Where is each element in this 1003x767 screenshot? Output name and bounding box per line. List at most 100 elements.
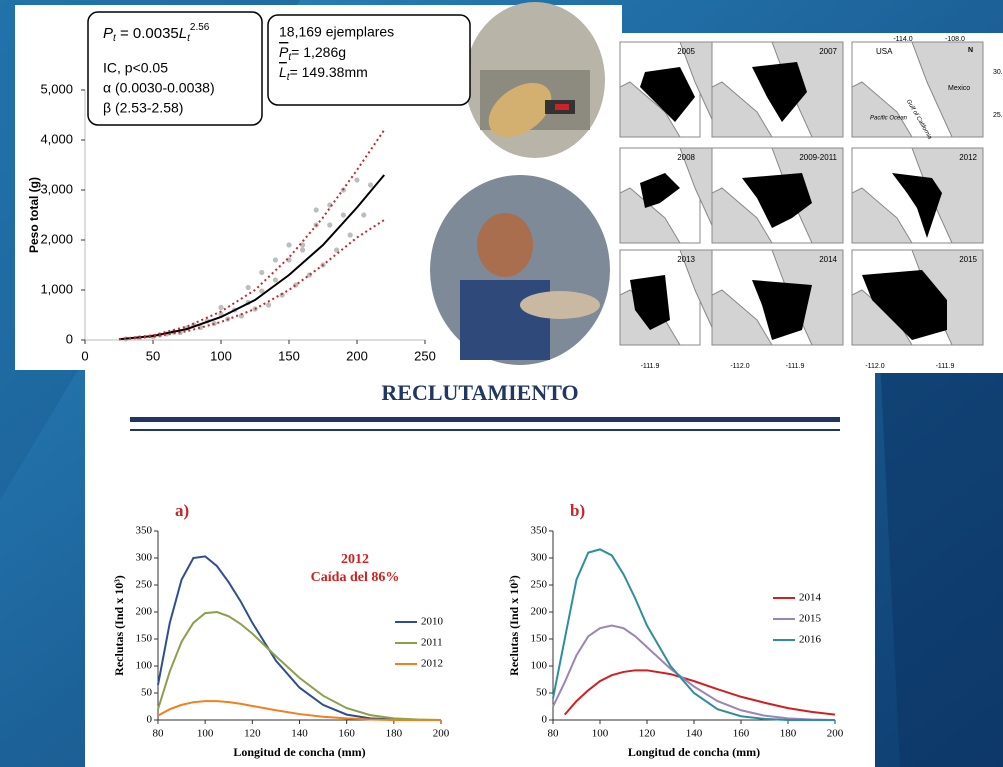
y-tick-label: 150 [136, 633, 153, 645]
y-tick-label: 0 [147, 714, 153, 726]
map-year: 2012 [959, 153, 977, 162]
x-tick-label: 160 [338, 728, 355, 740]
map-year: 2009-2011 [799, 153, 837, 162]
annotation: Caída del 86% [311, 570, 400, 585]
y-tick-label: 250 [531, 579, 548, 591]
map-label: -112.0 [730, 363, 749, 370]
formula-note: α (0.0030-0.0038) [103, 80, 215, 96]
y-tick-label: 350 [531, 525, 548, 537]
annotation: 2012 [341, 552, 369, 567]
x-tick-label: 100 [592, 728, 609, 740]
point [354, 177, 359, 182]
y-tick-label: 50 [536, 687, 548, 699]
map-label: 25.0 [993, 112, 1003, 119]
panel-label: a) [175, 501, 189, 520]
map-label: -111.9 [786, 363, 805, 370]
y-tick-label: 200 [531, 606, 548, 618]
point [314, 207, 319, 212]
point [341, 212, 346, 217]
x-tick-label: 180 [386, 728, 403, 740]
map-year: 2008 [677, 153, 695, 162]
x-tick-label: 150 [278, 348, 300, 363]
rule [130, 417, 840, 422]
y-tick-label: 100 [531, 660, 548, 672]
point [273, 277, 278, 282]
y-tick-label: 1,000 [40, 281, 73, 296]
x-tick-label: 50 [146, 348, 160, 363]
map-label: -111.9 [936, 363, 955, 370]
y-tick-label: 200 [136, 606, 153, 618]
legend-label: 2011 [421, 637, 443, 649]
x-tick-label: 120 [244, 728, 261, 740]
map-year: 2013 [677, 255, 695, 264]
slide-title: RECLUTAMIENTO [381, 380, 578, 405]
y-tick-label: 100 [136, 660, 153, 672]
x-tick-label: 250 [414, 348, 436, 363]
formula-note: IC, p<0.05 [103, 60, 168, 76]
x-tick-label: 140 [291, 728, 308, 740]
x-tick-label: 200 [346, 348, 368, 363]
rule [130, 429, 840, 431]
legend-label: 2016 [799, 634, 822, 646]
legend-label: 2012 [421, 658, 443, 670]
point [327, 222, 332, 227]
x-tick-label: 200 [433, 728, 450, 740]
map-label: USA [876, 47, 893, 56]
x-axis-title: Longitud de concha (mm) [233, 745, 365, 759]
x-tick-label: 100 [210, 348, 232, 363]
y-axis-title: Reclutas (Ind x 10³) [507, 575, 521, 676]
point [246, 285, 251, 290]
point [368, 182, 373, 187]
map-label: -112.0 [865, 363, 884, 370]
map-year: 2014 [819, 255, 837, 264]
x-tick-label: 140 [686, 728, 703, 740]
map-year: 2005 [677, 47, 695, 56]
x-tick-label: 180 [780, 728, 797, 740]
point [259, 270, 264, 275]
y-tick-label: 0 [66, 331, 73, 346]
point [348, 232, 353, 237]
point [286, 242, 291, 247]
slide: RECLUTAMIENTO Pt = 0.0035Lt2.56 IC, p<0.… [0, 0, 1003, 767]
x-axis-title: Longitud de concha (mm) [628, 745, 760, 759]
x-tick-label: 100 [197, 728, 214, 740]
map-label: 30.0 [993, 69, 1003, 76]
x-tick-label: 160 [733, 728, 750, 740]
y-tick-label: 0 [542, 714, 548, 726]
x-tick-label: 80 [548, 728, 560, 740]
y-tick-label: 300 [531, 552, 548, 564]
map-label: Mexico [948, 85, 970, 92]
map-label: -111.9 [641, 363, 660, 370]
point [361, 212, 366, 217]
x-tick-label: 0 [81, 348, 88, 363]
y-tick-label: 350 [136, 525, 153, 537]
formula-note: β (2.53-2.58) [103, 100, 183, 116]
y-axis-title: Peso total (g) [27, 177, 41, 253]
point [273, 257, 278, 262]
summary: 18,169 ejemplares [279, 24, 394, 40]
y-tick-label: 5,000 [40, 81, 73, 96]
legend-label: 2014 [799, 592, 822, 604]
y-axis-title: Reclutas (Ind x 10³) [112, 575, 126, 676]
x-tick-label: 80 [153, 728, 165, 740]
legend-label: 2010 [421, 616, 444, 628]
legend-label: 2015 [799, 613, 822, 625]
map-year: 2007 [819, 47, 837, 56]
y-tick-label: 4,000 [40, 131, 73, 146]
map-label: N [968, 47, 973, 54]
x-tick-label: 200 [827, 728, 844, 740]
map-label: -114.0 [893, 36, 912, 43]
y-tick-label: 50 [141, 687, 153, 699]
y-tick-label: 3,000 [40, 181, 73, 196]
y-tick-label: 150 [531, 633, 548, 645]
point [218, 305, 223, 310]
y-tick-label: 250 [136, 579, 153, 591]
map-label: Pacific Ocean [870, 116, 908, 122]
panel-label: b) [570, 501, 585, 520]
y-tick-label: 2,000 [40, 231, 73, 246]
x-tick-label: 120 [639, 728, 656, 740]
y-tick-label: 300 [136, 552, 153, 564]
point [300, 247, 305, 252]
map-year: 2015 [959, 255, 977, 264]
map-label: -108.0 [945, 36, 965, 43]
